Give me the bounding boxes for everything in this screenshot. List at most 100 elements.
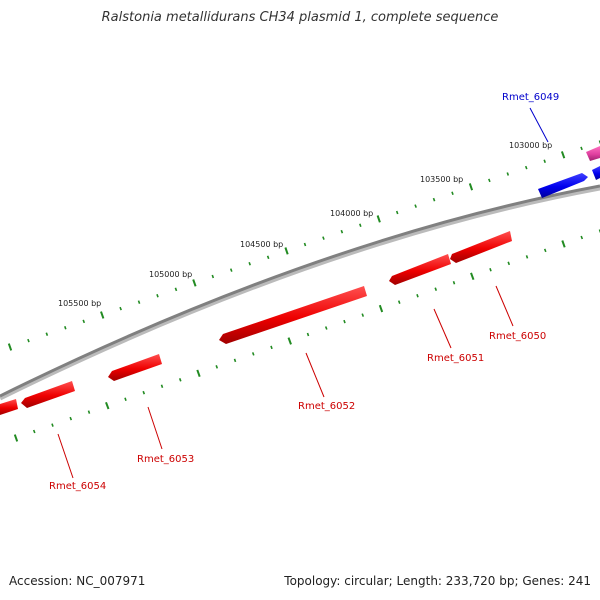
outer-tick-21 — [395, 210, 399, 215]
outer-tick-4 — [82, 319, 86, 324]
outer-tick-15 — [284, 247, 289, 255]
scale-label-105000: 105000 bp — [149, 270, 192, 279]
inner-tick-10 — [196, 369, 201, 378]
scale-label-104500: 104500 bp — [240, 240, 283, 249]
inner-tick-30 — [561, 240, 566, 248]
outer-tick-18 — [340, 229, 344, 234]
gene-arrow-rmet-6054[interactable] — [21, 381, 75, 408]
gene-arrow-partial-forward[interactable] — [592, 166, 600, 180]
outer-tick-31 — [580, 146, 583, 151]
outer-tick-27 — [506, 172, 510, 176]
inner-tick-row — [13, 229, 600, 442]
map-title: Ralstonia metallidurans CH34 plasmid 1, … — [101, 10, 499, 25]
inner-tick-28 — [525, 255, 529, 259]
summary-text: Topology: circular; Length: 233,720 bp; … — [284, 574, 591, 588]
outer-tick-1 — [27, 338, 30, 343]
outer-tick-20 — [376, 215, 381, 223]
inner-tick-5 — [105, 401, 110, 410]
backbone — [0, 184, 600, 398]
inner-tick-24 — [452, 280, 456, 285]
inner-tick-20 — [378, 304, 384, 313]
outer-tick-13 — [248, 261, 251, 266]
leader-rmet-6049 — [529, 107, 549, 143]
outer-tick-2 — [45, 332, 49, 336]
label-leaders — [57, 107, 549, 479]
inner-tick-27 — [507, 261, 511, 266]
outer-tick-26 — [488, 178, 491, 183]
inner-tick-29 — [543, 248, 547, 253]
outer-tick-6 — [119, 306, 122, 311]
gene-arrow-rmet-6049[interactable] — [538, 173, 588, 198]
inner-tick-23 — [434, 287, 438, 291]
gene-arrow-partial-other[interactable] — [586, 146, 600, 161]
outer-tick-row — [7, 140, 600, 351]
gene-labels: Rmet_6049 Rmet_6050 Rmet_6051 Rmet_6052 … — [49, 92, 559, 492]
inner-tick-16 — [306, 332, 310, 337]
gene-arrow-rmet-6052[interactable] — [219, 286, 367, 344]
scale-label-103000: 103000 bp — [509, 141, 552, 150]
outer-tick-8 — [156, 293, 159, 298]
outer-tick-11 — [211, 274, 215, 279]
inner-tick-26 — [489, 268, 492, 272]
inner-tick-25 — [470, 272, 475, 281]
outer-tick-22 — [414, 204, 417, 208]
scale-label-104000: 104000 bp — [330, 209, 373, 218]
gene-label-rmet-6049[interactable]: Rmet_6049 — [502, 92, 559, 103]
scale-label-105500: 105500 bp — [58, 299, 101, 308]
inner-tick-0 — [13, 434, 19, 442]
leader-rmet-6051 — [433, 308, 452, 349]
inner-tick-4 — [87, 410, 91, 414]
outer-tick-9 — [174, 287, 178, 292]
outer-tick-14 — [266, 255, 270, 260]
outer-tick-10 — [192, 279, 197, 287]
leader-rmet-6052 — [305, 352, 325, 398]
gene-label-rmet-6052[interactable]: Rmet_6052 — [298, 401, 355, 412]
inner-tick-6 — [124, 397, 127, 401]
inner-tick-12 — [233, 358, 237, 363]
gene-arrow-partial-left[interactable] — [0, 399, 18, 415]
inner-tick-18 — [343, 319, 346, 324]
inner-tick-13 — [251, 352, 255, 356]
outer-tick-7 — [137, 300, 141, 304]
outer-tick-0 — [7, 343, 13, 351]
leader-rmet-6054 — [57, 433, 74, 479]
gene-label-rmet-6051[interactable]: Rmet_6051 — [427, 353, 484, 364]
inner-tick-14 — [270, 345, 273, 350]
inner-tick-19 — [361, 313, 365, 317]
gene-label-rmet-6054[interactable]: Rmet_6054 — [49, 481, 106, 492]
inner-tick-22 — [416, 293, 419, 298]
leader-rmet-6050 — [495, 285, 514, 327]
outer-tick-3 — [64, 326, 67, 330]
scale-labels: 103000 bp 103500 bp 104000 bp 104500 bp … — [58, 141, 552, 308]
outer-tick-17 — [322, 236, 325, 240]
outer-tick-28 — [524, 165, 528, 170]
outer-tick-16 — [303, 242, 307, 247]
outer-tick-5 — [100, 311, 105, 319]
outer-tick-19 — [359, 223, 362, 228]
leader-rmet-6053 — [147, 406, 163, 450]
scale-label-103500: 103500 bp — [420, 175, 463, 184]
inner-tick-15 — [287, 337, 292, 345]
outer-tick-23 — [432, 197, 436, 202]
inner-tick-11 — [215, 365, 219, 369]
gene-arrow-rmet-6051[interactable] — [389, 254, 451, 285]
gene-label-rmet-6053[interactable]: Rmet_6053 — [137, 454, 194, 465]
inner-tick-17 — [324, 326, 328, 330]
accession-text: Accession: NC_007971 — [9, 574, 146, 588]
inner-tick-1 — [32, 429, 36, 434]
gene-rmet-6049[interactable] — [538, 173, 588, 198]
inner-tick-2 — [51, 423, 54, 427]
inner-tick-3 — [69, 416, 73, 421]
gene-arrow-rmet-6053[interactable] — [108, 354, 162, 381]
inner-tick-31 — [580, 235, 584, 240]
outer-tick-29 — [543, 159, 546, 163]
gene-label-rmet-6050[interactable]: Rmet_6050 — [489, 331, 546, 342]
gene-arrow-rmet-6050[interactable] — [450, 231, 512, 263]
backbone-shadow — [0, 185, 600, 401]
outer-tick-25 — [468, 183, 474, 191]
outer-tick-12 — [229, 268, 233, 272]
outer-tick-30 — [560, 151, 566, 159]
inner-tick-8 — [160, 384, 164, 389]
outer-tick-24 — [451, 191, 454, 196]
